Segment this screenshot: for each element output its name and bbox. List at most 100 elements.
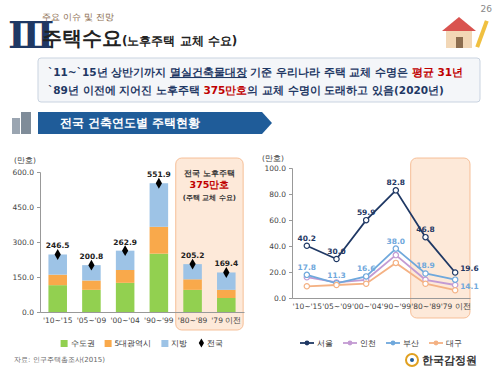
marker (55, 249, 61, 260)
bar (150, 254, 169, 312)
x-tick: '80~'89 (178, 312, 208, 325)
marker (453, 282, 458, 287)
x-tick: '80~'89 (411, 298, 441, 311)
legend-swatch (105, 340, 112, 347)
legend-label: 5대광역시 (115, 339, 152, 348)
marker (393, 260, 398, 265)
tick-mark (37, 172, 40, 173)
x-tick: '00~'04 (352, 298, 382, 311)
summary-box (38, 58, 480, 102)
y-tick: 0.0 (22, 308, 40, 317)
y-tick-label: 100.0 (265, 164, 287, 173)
legend-label: 인천 (360, 339, 376, 348)
summary-segment: `89년 이전에 지어진 노후주택 (48, 84, 203, 96)
x-tick-label: '00~'04 (110, 316, 140, 325)
axis-unit: (만호) (14, 156, 36, 165)
legend-label: 수도권 (71, 339, 95, 348)
tick-mark (37, 207, 40, 208)
marker (393, 246, 398, 251)
summary-segment: 375만호 (203, 84, 247, 96)
legend-label: 부산 (403, 339, 419, 348)
title-main: 주택수요 (42, 26, 122, 50)
data-label: 46.8 (416, 225, 435, 234)
icon-part (456, 37, 463, 48)
tick-mark (289, 272, 292, 273)
data-label: 30.0 (327, 247, 346, 256)
background (0, 0, 500, 376)
legend-label: 서울 (317, 339, 333, 348)
line (307, 190, 455, 272)
legend-item: 5대광역시 (105, 339, 152, 348)
data-label: 169.4 (214, 259, 238, 268)
tick-mark (289, 194, 292, 195)
y-tick: 0.0 (274, 294, 292, 303)
marker (122, 245, 128, 256)
data-label: 59.9 (357, 208, 376, 217)
data-label: 205.2 (181, 251, 205, 260)
marker (423, 271, 428, 276)
y-tick: 100.0 (265, 164, 292, 173)
bar (82, 281, 101, 290)
legend-label: 지방 (171, 339, 187, 348)
y-tick: 20.0 (269, 268, 292, 277)
marker (393, 252, 398, 257)
data-label: 200.8 (80, 252, 104, 261)
bar (82, 290, 101, 312)
legend-swatch (348, 341, 353, 346)
tick-mark (37, 277, 40, 278)
logo-mark (406, 354, 418, 366)
x-tick-label: '90~'99 (382, 302, 412, 311)
data-label: 11.3 (327, 271, 346, 280)
x-tick-label: '05~'09 (77, 316, 107, 325)
x-tick-label: '10~'15 (293, 302, 323, 311)
data-label: 16.6 (357, 264, 376, 273)
legend-swatch (305, 341, 310, 346)
bar (183, 290, 202, 312)
axis-unit: (만호) (262, 154, 284, 163)
marker (334, 282, 339, 287)
x-tick: '05~'09 (322, 298, 352, 311)
x-tick-label: '90~'99 (144, 316, 174, 325)
y-axis: 0.0150.0300.0450.0600.0 (13, 168, 41, 317)
data-label: 14.1 (460, 282, 479, 291)
summary-segment: 기준 우리나라 주택 교체 수명은 (247, 66, 412, 78)
x-tick-label: '00~'04 (352, 302, 382, 311)
highlight (176, 158, 243, 330)
annotation: 전국 노후주택 (184, 169, 235, 178)
bar (116, 283, 135, 312)
data-label: 262.9 (113, 238, 137, 247)
data-label: 18.9 (416, 261, 435, 270)
marker (334, 256, 339, 261)
bar (150, 227, 169, 254)
icon-part (21, 112, 31, 134)
legend: 서울인천부산대구 (300, 339, 462, 348)
legend-swatch (199, 338, 204, 347)
tick-mark (289, 220, 292, 221)
summary-line: `11~`15년 상반기까지 멸실건축물대장 기준 우리나라 주택 교체 수명은… (48, 66, 463, 78)
marker (364, 274, 369, 279)
annotation: 375만호 (190, 179, 230, 190)
highlight (411, 158, 470, 318)
data-label: 82.8 (387, 178, 406, 187)
marker (304, 272, 309, 277)
y-tick: 80.0 (269, 190, 292, 199)
y-tick-label: 40.0 (269, 242, 286, 251)
bar (48, 285, 67, 312)
x-tick-label: '10~'15 (43, 316, 73, 325)
legend-swatch (391, 341, 396, 346)
header-icon (442, 17, 489, 48)
x-tick: '79 이전 (211, 312, 241, 325)
x-tick: '05~'09 (77, 312, 107, 325)
legend-swatch (61, 340, 68, 347)
data-label: 17.8 (298, 263, 317, 272)
data-label: 38.0 (387, 237, 406, 246)
data-label: 40.2 (298, 234, 317, 243)
y-tick-label: 60.0 (269, 216, 286, 225)
axis-line (289, 169, 293, 299)
marker (223, 267, 229, 278)
x-tick: '79 이전 (441, 298, 471, 311)
x-tick-label: '80~'89 (178, 316, 208, 325)
x-tick: '90~'99 (382, 298, 412, 311)
y-tick-label: 300.0 (13, 238, 35, 247)
y-tick: 60.0 (269, 216, 292, 225)
